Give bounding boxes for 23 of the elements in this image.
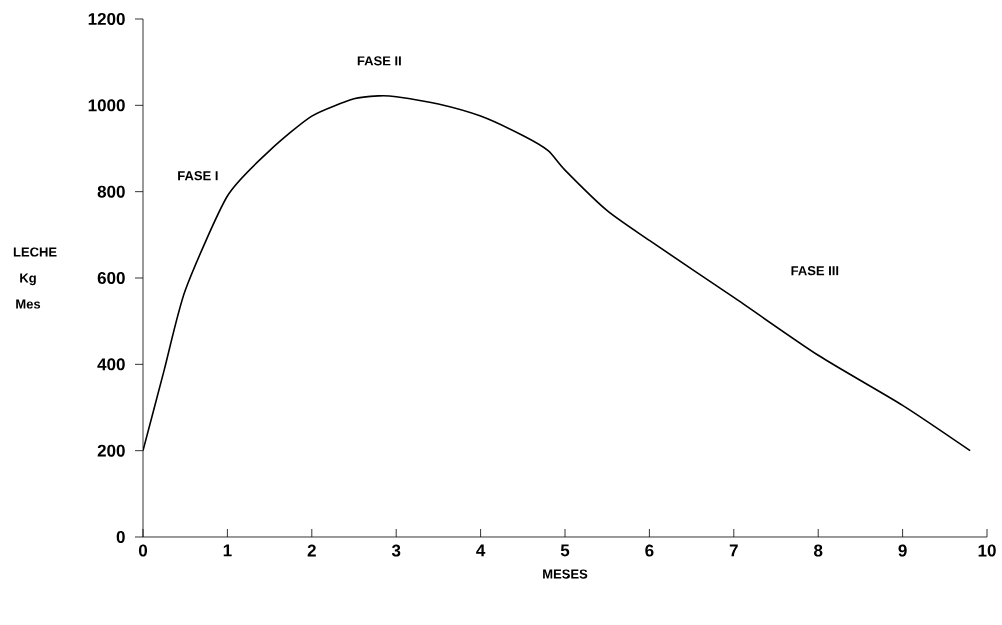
x-tick-label: 10: [978, 544, 996, 557]
x-tick-label: 6: [645, 544, 654, 557]
x-tick-label: 0: [138, 544, 148, 557]
y-tick-label: 400: [97, 358, 125, 371]
x-axis-title: MESES: [543, 569, 588, 579]
annotation: FASE I: [178, 171, 218, 181]
x-tick-label: 8: [814, 544, 823, 557]
x-tick-label: 4: [476, 544, 486, 557]
y-tick-label: 0: [116, 530, 125, 544]
x-tick-label: 2: [307, 544, 316, 557]
annotation: FASE III: [791, 266, 839, 276]
annotation: FASE II: [357, 56, 401, 66]
x-tick-label: 9: [898, 544, 907, 557]
x-tick-label: 3: [391, 544, 401, 557]
x-tick-label: 7: [729, 544, 738, 557]
y-tick-label: 800: [97, 185, 125, 198]
x-tick-label: 1: [223, 544, 232, 557]
x-tick-label: 5: [560, 544, 570, 557]
y-tick-label: 200: [97, 444, 125, 457]
y-tick-label: 1000: [88, 99, 125, 112]
text: LECHE Kg Mes: [13, 247, 57, 309]
y-tick-label: 1200: [88, 12, 125, 26]
y-tick-label: 600: [97, 271, 125, 285]
